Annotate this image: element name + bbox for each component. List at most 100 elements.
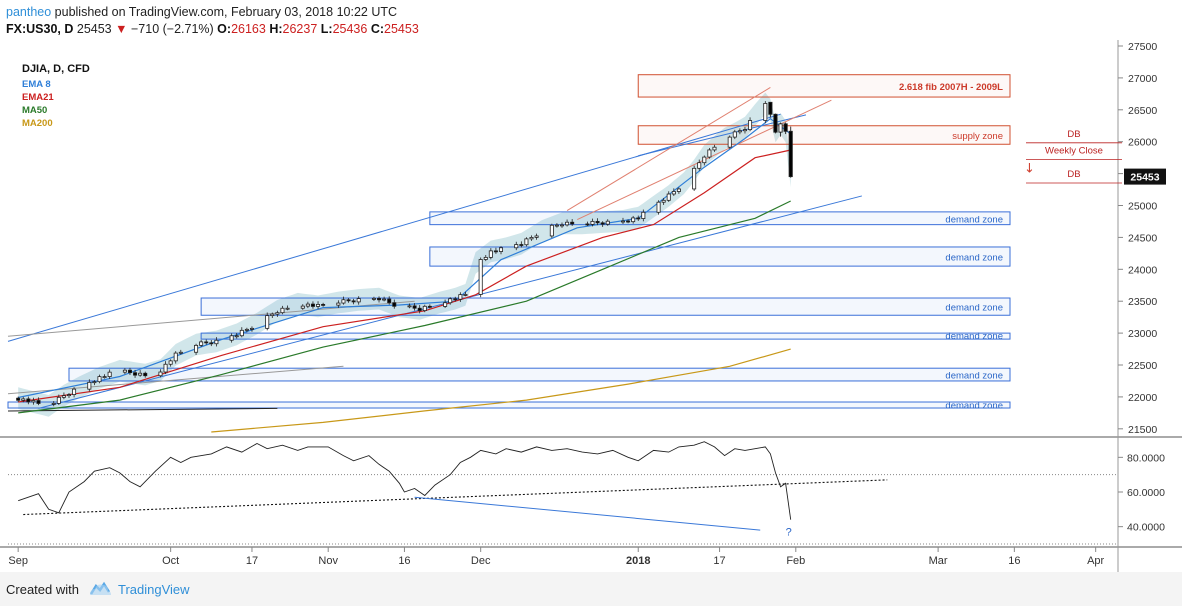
price-tick-label: 22500 <box>1128 360 1157 372</box>
candle-up <box>275 312 280 315</box>
osc-tick-label: 80.0000 <box>1127 452 1165 464</box>
trendline-gray-lower <box>7 365 344 395</box>
candle-up <box>605 220 610 225</box>
supply-zone-label-0: supply zone <box>952 131 1003 142</box>
candle-up <box>620 220 625 223</box>
time-tick-label: 17 <box>246 555 258 567</box>
candle-down <box>427 305 432 308</box>
plot-background <box>0 40 1182 572</box>
price-tick-label: 23000 <box>1128 328 1157 340</box>
candle-layer <box>16 101 793 407</box>
published-text: published on TradingView.com, February 0… <box>54 5 398 19</box>
demand-zone-3 <box>429 246 1011 267</box>
candle-down <box>351 300 356 303</box>
last-price-badge <box>1124 168 1166 185</box>
candle-down <box>310 303 315 307</box>
trendline-short-blue <box>638 114 807 157</box>
price-tick-label: 27000 <box>1128 73 1157 85</box>
candle-up <box>199 341 204 346</box>
legend: DJIA, D, CFD EMA 8 EMA21 MA50 MA200 <box>22 63 90 129</box>
price-tick-label: 21500 <box>1128 424 1157 436</box>
candle-down-recent <box>783 123 788 132</box>
osc-line <box>18 441 792 520</box>
demand-zone-label-6: demand zone <box>945 371 1003 382</box>
fib-zone-1 <box>637 74 1011 98</box>
candle-down <box>204 341 209 344</box>
candle-up <box>737 130 742 133</box>
candle-down <box>36 400 41 404</box>
candle-down <box>321 303 326 306</box>
demand-zone-label-7: demand zone <box>945 401 1003 412</box>
candle-up <box>97 376 102 383</box>
price-tick-label: 25000 <box>1128 201 1157 213</box>
candle-up <box>300 305 305 309</box>
candle-up-recent <box>778 123 783 133</box>
candle-up <box>31 400 36 403</box>
high-label: H: <box>269 22 283 36</box>
time-tick-label: Feb <box>786 555 805 567</box>
candle-up <box>285 307 290 310</box>
candle-down <box>453 298 458 301</box>
time-tick-label: Mar <box>929 555 948 567</box>
demand-zone-2 <box>429 211 1011 226</box>
legend-item-2: MA50 <box>22 105 47 116</box>
legend-title: DJIA, D, CFD <box>22 63 90 75</box>
candle-up <box>239 329 244 337</box>
time-tick-label: Sep <box>8 555 28 567</box>
demand-zone-label-5: demand zone <box>945 331 1003 342</box>
candle-up <box>265 315 270 329</box>
symbol-line: FX:US30, D 25453 ▼ −710 (−2.71%) O:26163… <box>6 22 419 36</box>
footer-bar: Created with TradingView <box>0 572 1182 606</box>
candle-up <box>702 156 707 164</box>
candle-down <box>412 305 417 309</box>
candle-up <box>72 388 77 395</box>
oscillator-panel: 80.0000 60.0000 40.0000? <box>8 441 1165 545</box>
time-tick-label: Dec <box>471 555 491 567</box>
ma-line-ma200 <box>211 348 791 433</box>
time-tick-label: Apr <box>1087 555 1104 567</box>
candle-up <box>478 259 483 295</box>
candle-up <box>92 381 97 384</box>
low-label: L: <box>320 22 333 36</box>
candle-up <box>51 402 56 405</box>
time-tick-label: 17 <box>713 555 725 567</box>
candle-down <box>133 372 138 376</box>
close-value: 25453 <box>384 22 419 36</box>
price-change: −710 (−2.71%) <box>130 22 214 36</box>
candle-up <box>676 188 681 192</box>
author-link[interactable]: pantheo <box>6 5 52 19</box>
candle-down <box>377 297 382 301</box>
candle-up <box>102 376 107 378</box>
candle-down <box>26 398 31 403</box>
candle-up <box>712 146 717 151</box>
candle-up <box>560 224 565 227</box>
volatility-band <box>18 92 791 417</box>
price-tick-label: 23500 <box>1128 296 1157 308</box>
tradingview-brand-link[interactable]: TradingView <box>118 582 190 597</box>
osc-tick-label: 60.0000 <box>1127 487 1165 499</box>
side-annotation-0: DB <box>1067 129 1080 140</box>
candle-up <box>697 162 702 169</box>
candle-up <box>483 256 488 260</box>
candle-up <box>732 131 737 138</box>
candle-up <box>748 120 753 130</box>
candle-up <box>249 327 254 330</box>
candle-down-recent <box>788 130 793 178</box>
candle-up <box>280 307 285 314</box>
trendline-red-upper <box>566 87 771 212</box>
candle-up <box>641 211 646 219</box>
price-chart[interactable]: supply zone 2.618 fib 2007H - 2009L demand… <box>0 40 1182 572</box>
legend-item-3: MA200 <box>22 118 53 129</box>
candle-down-recent <box>773 113 778 133</box>
last-price: 25453 <box>76 22 112 36</box>
candle-up <box>66 394 71 397</box>
low-value: 25436 <box>332 22 368 36</box>
candle-up <box>514 244 519 249</box>
price-tick-label: 27500 <box>1128 41 1157 53</box>
candle-up <box>448 298 453 304</box>
demand-zone-4 <box>200 297 1011 316</box>
candle-up <box>666 193 671 201</box>
candle-down <box>127 369 132 374</box>
moving-average-layer <box>18 117 792 433</box>
candle-down <box>392 302 397 307</box>
